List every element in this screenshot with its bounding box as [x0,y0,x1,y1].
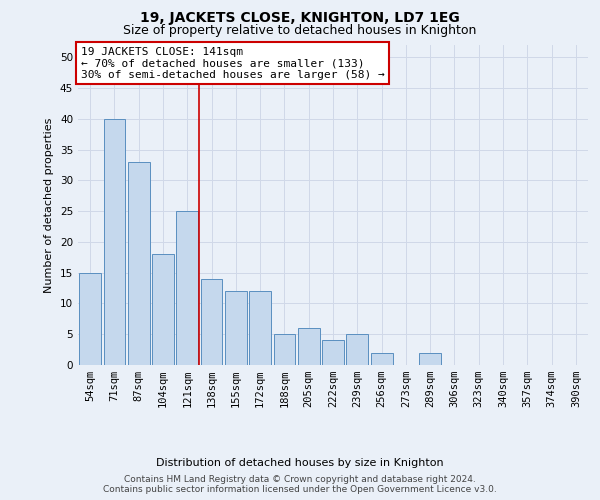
Text: 19, JACKETS CLOSE, KNIGHTON, LD7 1EG: 19, JACKETS CLOSE, KNIGHTON, LD7 1EG [140,11,460,25]
Text: 19 JACKETS CLOSE: 141sqm
← 70% of detached houses are smaller (133)
30% of semi-: 19 JACKETS CLOSE: 141sqm ← 70% of detach… [80,46,385,80]
Bar [249,291,271,365]
Bar [322,340,344,365]
Text: Contains HM Land Registry data © Crown copyright and database right 2024.
Contai: Contains HM Land Registry data © Crown c… [103,474,497,494]
Bar [128,162,149,365]
Bar [274,334,295,365]
Bar [346,334,368,365]
Bar [152,254,174,365]
Y-axis label: Number of detached properties: Number of detached properties [44,118,55,292]
Bar [371,352,392,365]
Text: Size of property relative to detached houses in Knighton: Size of property relative to detached ho… [124,24,476,37]
Bar [79,272,101,365]
Text: Distribution of detached houses by size in Knighton: Distribution of detached houses by size … [156,458,444,468]
Bar [225,291,247,365]
Bar [298,328,320,365]
Bar [200,279,223,365]
Bar [176,211,198,365]
Bar [419,352,441,365]
Bar [104,119,125,365]
